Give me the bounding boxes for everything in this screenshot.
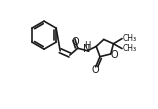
Text: O: O bbox=[110, 49, 118, 60]
Text: O: O bbox=[92, 65, 100, 75]
Text: CH₃: CH₃ bbox=[123, 34, 137, 43]
Text: O: O bbox=[71, 37, 79, 47]
Text: CH₃: CH₃ bbox=[123, 44, 137, 53]
Text: N: N bbox=[83, 44, 91, 54]
Text: H: H bbox=[84, 41, 90, 50]
